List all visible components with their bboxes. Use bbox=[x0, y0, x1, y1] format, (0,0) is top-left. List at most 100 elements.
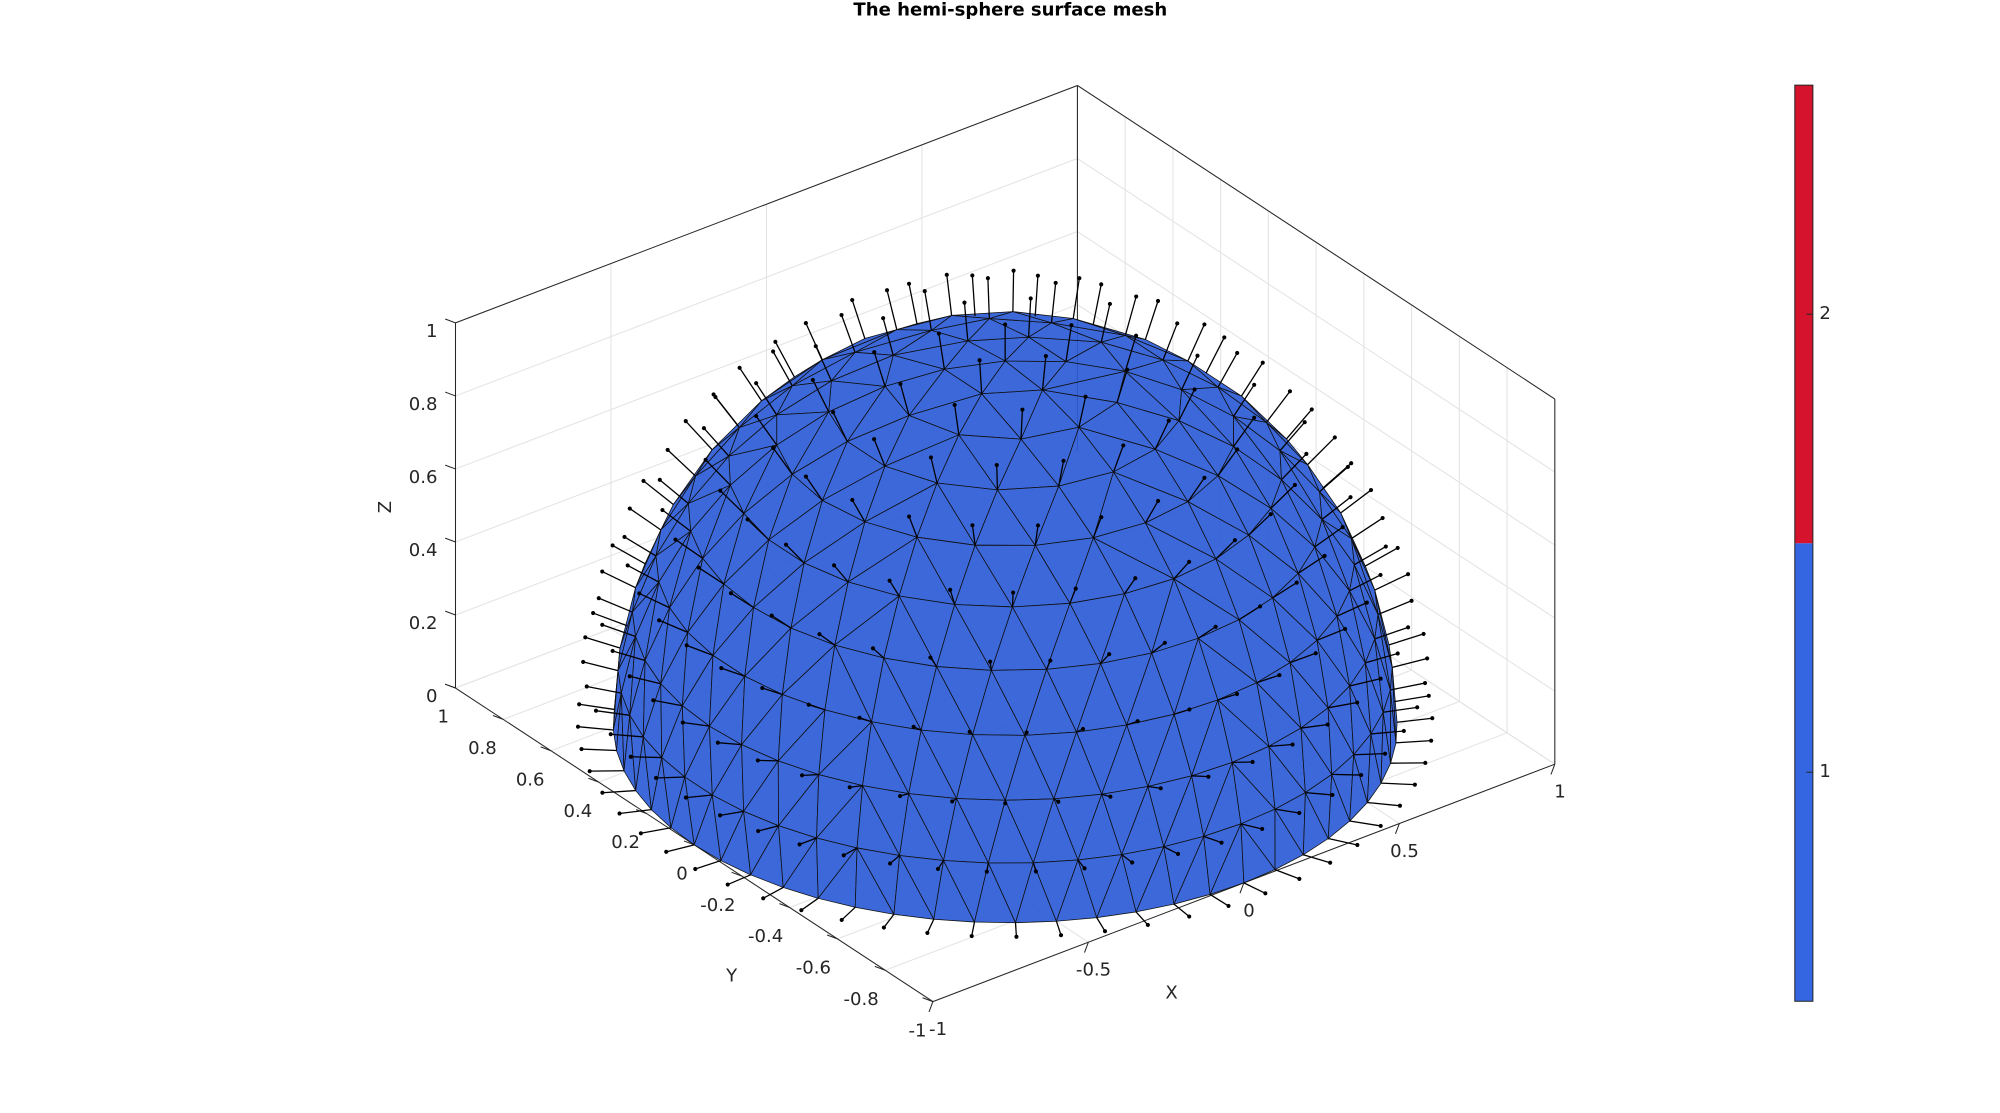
arrow-head bbox=[1382, 751, 1388, 756]
x-tick-label: 1 bbox=[1554, 782, 1565, 803]
arrow-head bbox=[1073, 586, 1078, 591]
normal-arrow bbox=[1027, 298, 1032, 338]
arrow-head bbox=[803, 474, 808, 479]
normal-arrow bbox=[996, 464, 999, 490]
arrow-head bbox=[1107, 652, 1112, 657]
normal-arrow bbox=[1314, 526, 1344, 548]
arrow-head bbox=[944, 272, 949, 277]
arrow-head bbox=[847, 785, 852, 790]
y-tick bbox=[683, 840, 695, 846]
arrow-head bbox=[610, 543, 615, 548]
mesh-face bbox=[896, 315, 952, 330]
arrow-head bbox=[1099, 515, 1104, 520]
normal-arrow bbox=[1381, 782, 1415, 786]
arrow-head bbox=[696, 565, 701, 570]
normal-arrow bbox=[1388, 633, 1424, 646]
arrow-head bbox=[1421, 631, 1426, 636]
arrow-head bbox=[1014, 934, 1019, 939]
normal-arrow bbox=[659, 479, 689, 505]
arrow-head bbox=[1011, 268, 1016, 273]
x-tick bbox=[928, 1001, 934, 1013]
normal-arrow bbox=[1058, 460, 1065, 487]
arrow-head bbox=[1162, 640, 1167, 645]
normal-arrow bbox=[640, 827, 672, 834]
arrow-head bbox=[760, 685, 765, 691]
z-tick-label: 0.2 bbox=[409, 613, 438, 634]
normal-arrow bbox=[1248, 513, 1272, 536]
arrow-head bbox=[1430, 716, 1435, 721]
y-tick-label: 0.6 bbox=[516, 769, 545, 790]
normal-arrow bbox=[655, 776, 685, 779]
arrow-head bbox=[657, 477, 662, 482]
arrow-head bbox=[1405, 572, 1411, 577]
arrow-head bbox=[719, 666, 724, 671]
arrow-head bbox=[857, 715, 862, 720]
normal-arrow bbox=[1173, 561, 1190, 580]
arrow-head bbox=[1290, 742, 1295, 747]
arrow-head bbox=[1297, 810, 1302, 816]
arrow-head bbox=[1166, 418, 1171, 423]
normal-arrow bbox=[1353, 753, 1386, 756]
normal-arrow bbox=[1011, 592, 1014, 607]
normal-arrow bbox=[1205, 337, 1225, 374]
arrow-head bbox=[577, 702, 582, 707]
arrow-head bbox=[803, 321, 808, 326]
z-tick bbox=[444, 391, 456, 397]
normal-arrow bbox=[1289, 652, 1316, 664]
normal-arrow bbox=[698, 567, 725, 585]
normal-arrow bbox=[1162, 323, 1178, 361]
arrow-head bbox=[1187, 914, 1192, 919]
normal-arrow bbox=[843, 847, 858, 856]
arrow-head bbox=[1175, 851, 1181, 856]
normal-arrow bbox=[840, 314, 856, 353]
arrow-head bbox=[928, 655, 933, 660]
normal-arrow bbox=[1274, 869, 1300, 880]
arrow-head bbox=[617, 811, 622, 816]
normal-arrow bbox=[1178, 389, 1196, 421]
normal-arrow bbox=[1124, 296, 1137, 336]
normal-arrow bbox=[685, 794, 713, 799]
arrow-head bbox=[1202, 322, 1207, 327]
normal-arrow bbox=[954, 404, 960, 435]
normal-arrow bbox=[1233, 417, 1255, 447]
normal-arrow bbox=[667, 449, 696, 477]
normal-arrow bbox=[899, 383, 910, 416]
arrow-head bbox=[728, 591, 734, 596]
arrow-head bbox=[1260, 360, 1265, 365]
arrow-head bbox=[1192, 387, 1197, 392]
arrow-head bbox=[1355, 842, 1360, 848]
normal-arrow bbox=[639, 592, 670, 609]
normal-arrow bbox=[946, 274, 953, 316]
normal-arrow bbox=[602, 789, 636, 794]
normal-arrow bbox=[1191, 775, 1209, 778]
normal-arrow bbox=[1116, 369, 1128, 403]
arrow-head bbox=[1397, 803, 1403, 808]
normal-arrow bbox=[627, 564, 660, 583]
arrow-head bbox=[725, 882, 730, 887]
arrow-head bbox=[985, 276, 990, 281]
normal-arrow bbox=[577, 726, 614, 731]
arrow-head bbox=[1342, 626, 1348, 631]
normal-arrow bbox=[1240, 362, 1264, 397]
arrow-head bbox=[1260, 826, 1265, 832]
arrow-head bbox=[1206, 774, 1211, 779]
normal-arrow bbox=[1285, 409, 1313, 440]
arrow-head bbox=[1219, 840, 1224, 845]
y-tick-label: 0 bbox=[676, 863, 687, 884]
normal-arrow bbox=[585, 636, 621, 649]
x-tick-label: 0.5 bbox=[1390, 841, 1419, 862]
normal-arrow bbox=[1181, 355, 1199, 390]
normal-arrow bbox=[1370, 730, 1404, 735]
arrow-head bbox=[657, 618, 662, 623]
arrow-head bbox=[1422, 680, 1428, 686]
normal-arrow bbox=[771, 615, 792, 629]
arrow-head bbox=[1383, 544, 1388, 549]
arrow-head bbox=[1429, 738, 1434, 743]
y-tick bbox=[779, 903, 790, 909]
arrow-head bbox=[1003, 801, 1008, 806]
arrow-head bbox=[1135, 719, 1140, 724]
arrow-head bbox=[1145, 922, 1150, 928]
z-grid-line bbox=[455, 231, 1078, 470]
normal-arrow bbox=[1217, 449, 1238, 476]
y-tick-label: 0.2 bbox=[611, 832, 640, 853]
